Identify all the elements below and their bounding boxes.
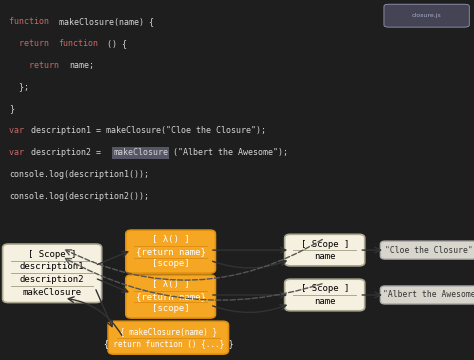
FancyBboxPatch shape [126,230,215,273]
FancyBboxPatch shape [380,286,474,304]
Text: [ λ() ]: [ λ() ] [152,280,190,289]
Text: [ λ() ]: [ λ() ] [152,235,190,244]
FancyBboxPatch shape [284,234,365,266]
Text: function: function [9,17,55,26]
Text: description2: description2 [20,275,84,284]
Text: name: name [314,252,336,261]
Text: closure.js: closure.js [412,13,441,18]
Text: var: var [9,126,29,135]
Text: console.log(description1());: console.log(description1()); [9,170,149,179]
Text: function: function [59,39,99,48]
Text: [scope]: [scope] [152,304,190,313]
Text: makeClosure: makeClosure [23,288,82,297]
Text: var: var [9,148,29,157]
Text: [ Scope ]: [ Scope ] [28,249,76,258]
Text: [ Scope ]: [ Scope ] [301,239,349,248]
Text: "Cloe the Closure": "Cloe the Closure" [385,246,473,255]
Text: description1 = makeClosure("Cloe the Closure");: description1 = makeClosure("Cloe the Clo… [31,126,266,135]
FancyBboxPatch shape [108,321,228,354]
Text: { makeClosure(name) }: { makeClosure(name) } [120,327,217,336]
FancyBboxPatch shape [3,244,102,302]
Text: {return name}: {return name} [136,292,206,301]
Text: description2 =: description2 = [31,148,106,157]
Text: return: return [9,39,55,48]
FancyBboxPatch shape [126,275,215,318]
FancyBboxPatch shape [380,241,474,259]
Text: makeClosure: makeClosure [113,148,168,157]
Text: ("Albert the Awesome");: ("Albert the Awesome"); [173,148,288,157]
Text: [scope]: [scope] [152,259,190,268]
Text: console.log(description2());: console.log(description2()); [9,192,149,201]
Text: {return name}: {return name} [136,247,206,256]
Text: name;: name; [69,60,94,69]
Text: [ Scope ]: [ Scope ] [301,284,349,293]
Text: description1: description1 [20,262,84,271]
Text: name: name [314,297,336,306]
Text: };: }; [9,82,29,91]
Text: return: return [9,60,64,69]
Text: makeClosure(name) {: makeClosure(name) { [59,17,154,26]
Text: }: } [9,104,15,113]
FancyBboxPatch shape [384,4,469,27]
FancyBboxPatch shape [284,279,365,311]
Text: () {: () { [102,39,127,48]
Text: { return function () {...} }: { return function () {...} } [103,339,233,348]
Text: "Albert the Awesome": "Albert the Awesome" [383,291,474,300]
